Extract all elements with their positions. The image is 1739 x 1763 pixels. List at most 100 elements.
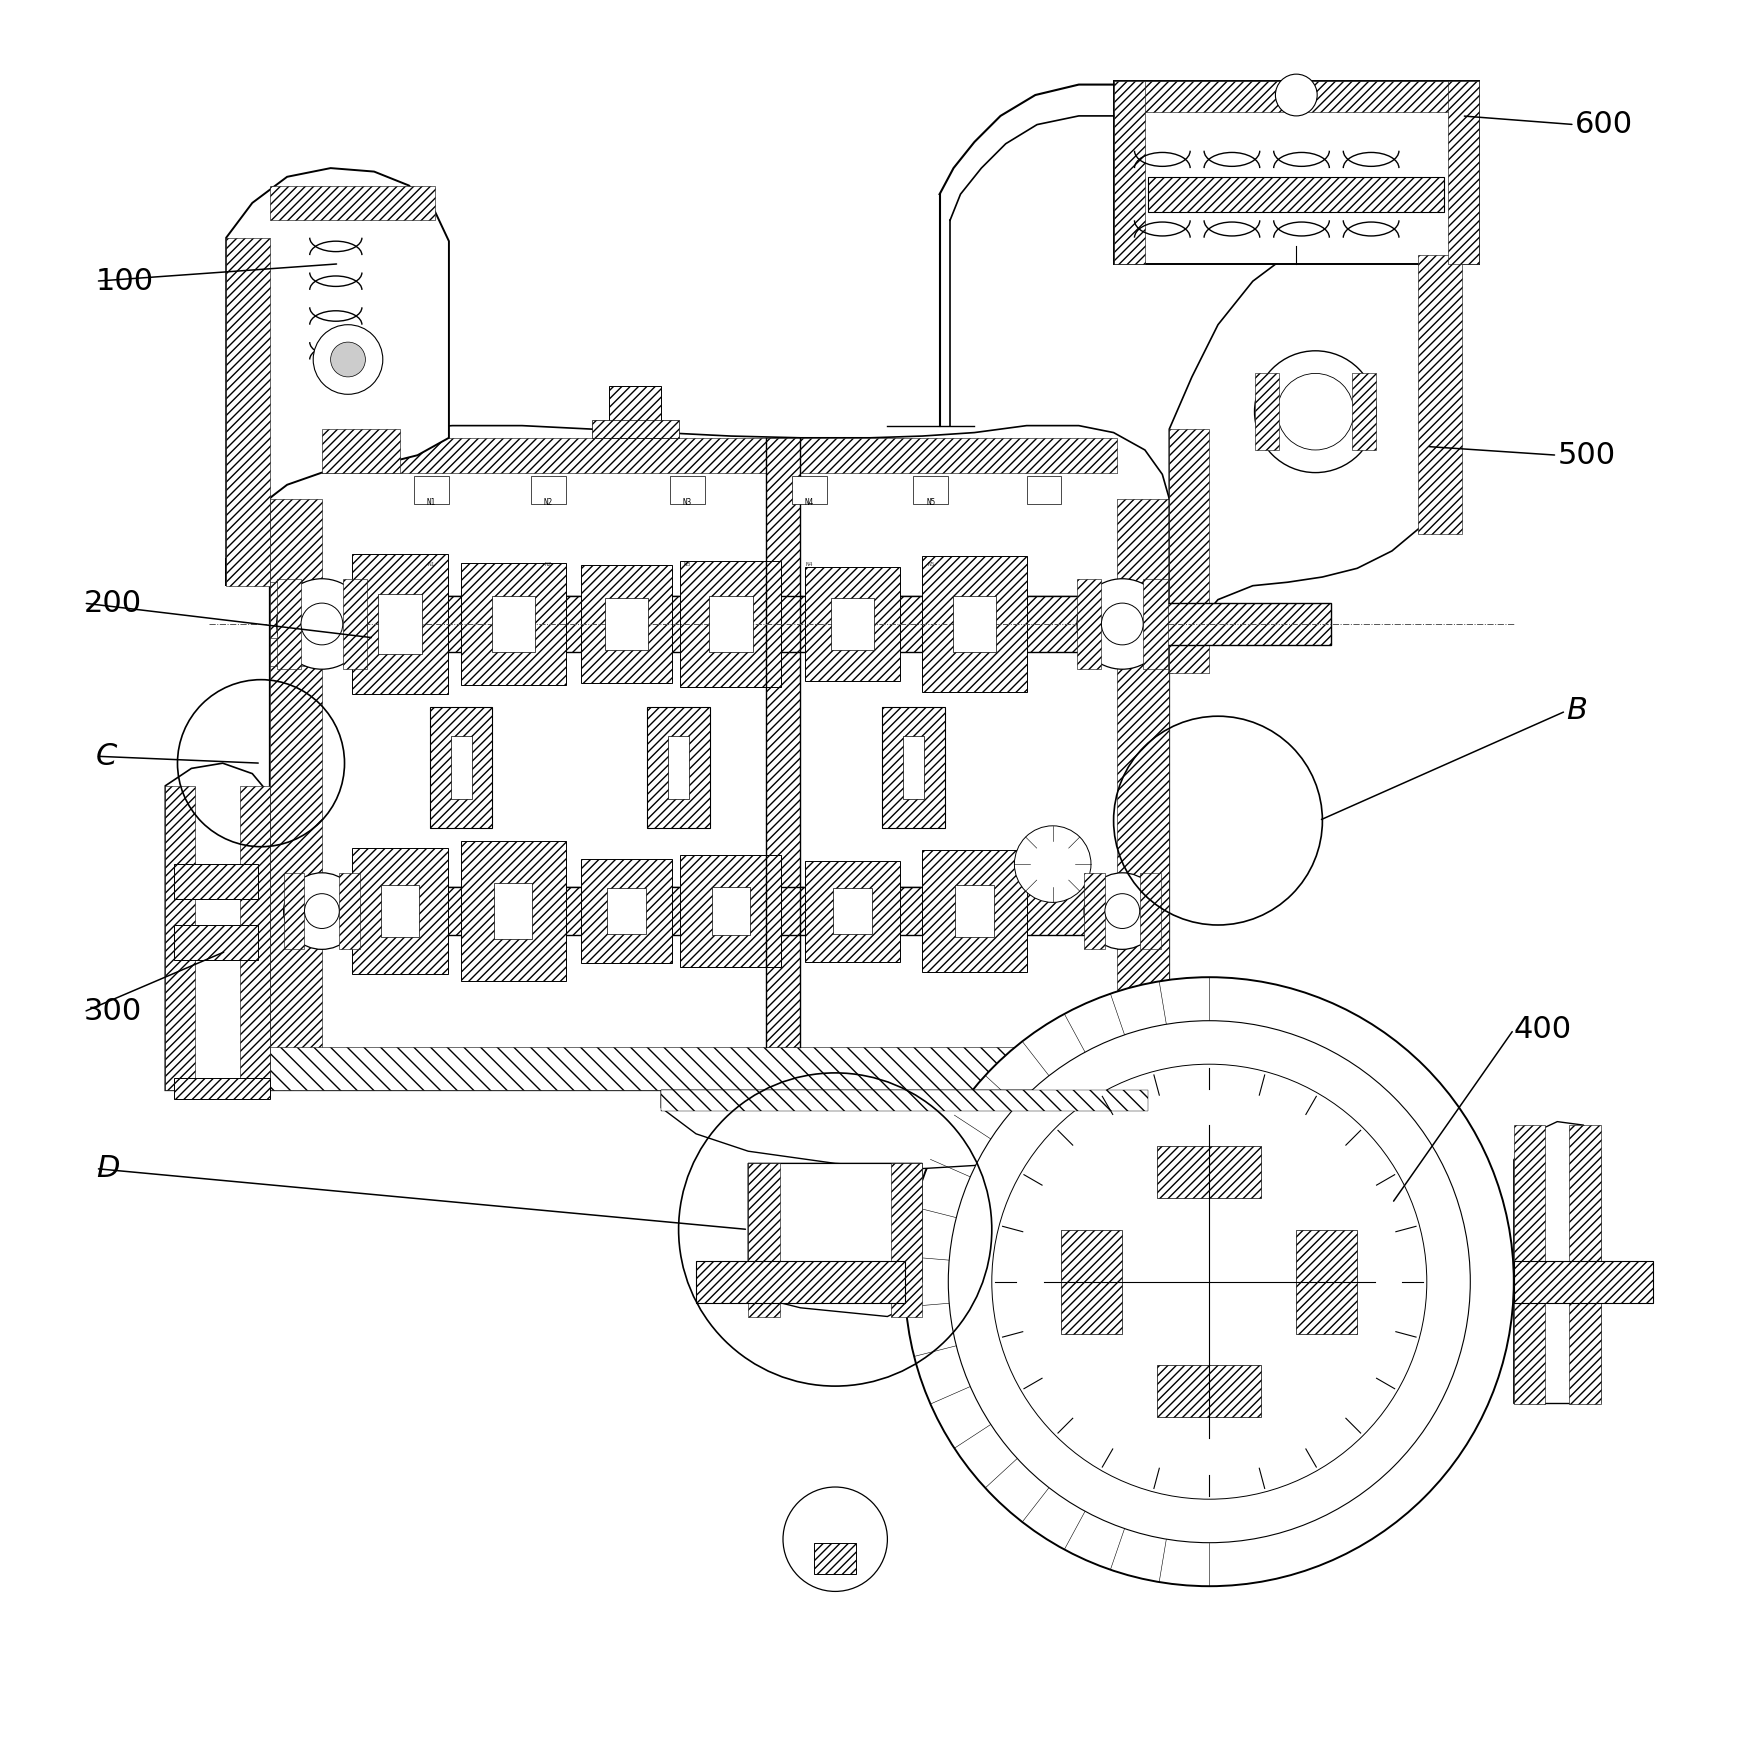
- Text: N2: N2: [543, 497, 553, 506]
- Circle shape: [277, 578, 367, 670]
- Text: 100: 100: [96, 266, 153, 296]
- Text: N4: N4: [805, 562, 812, 568]
- Bar: [581, 564, 671, 682]
- Polygon shape: [226, 167, 449, 585]
- Bar: [351, 848, 449, 973]
- Polygon shape: [339, 873, 360, 948]
- Circle shape: [1104, 894, 1139, 929]
- Bar: [882, 707, 944, 829]
- Bar: [174, 1079, 270, 1098]
- Polygon shape: [270, 582, 304, 665]
- Bar: [430, 707, 492, 829]
- Polygon shape: [343, 578, 367, 670]
- Text: N1: N1: [428, 562, 435, 568]
- Polygon shape: [1447, 81, 1478, 264]
- Polygon shape: [1156, 1146, 1261, 1199]
- Polygon shape: [748, 1164, 922, 1317]
- Polygon shape: [277, 578, 301, 670]
- Bar: [379, 594, 421, 654]
- Polygon shape: [322, 887, 1122, 936]
- Bar: [647, 707, 710, 829]
- Bar: [953, 596, 996, 652]
- Polygon shape: [661, 1090, 1148, 1111]
- Circle shape: [1254, 351, 1376, 472]
- Text: 300: 300: [83, 998, 141, 1026]
- Bar: [581, 859, 671, 963]
- Bar: [670, 476, 704, 504]
- Bar: [680, 561, 781, 686]
- Bar: [814, 1543, 856, 1574]
- Polygon shape: [890, 1164, 922, 1317]
- Polygon shape: [226, 238, 270, 585]
- Bar: [609, 386, 661, 437]
- Circle shape: [1101, 603, 1143, 645]
- Polygon shape: [1061, 1229, 1122, 1335]
- Polygon shape: [748, 1164, 779, 1317]
- Circle shape: [783, 1486, 887, 1592]
- Polygon shape: [1569, 1125, 1600, 1403]
- Polygon shape: [661, 1090, 1148, 1169]
- Circle shape: [283, 873, 360, 948]
- Text: N3: N3: [683, 562, 690, 568]
- Bar: [607, 889, 645, 934]
- Polygon shape: [1169, 238, 1461, 673]
- Polygon shape: [270, 425, 1169, 1090]
- Circle shape: [330, 342, 365, 377]
- Bar: [791, 476, 826, 504]
- Text: N4: N4: [803, 497, 814, 506]
- Polygon shape: [1254, 374, 1278, 450]
- Text: N1: N1: [426, 497, 436, 506]
- Bar: [1148, 176, 1443, 212]
- Bar: [494, 883, 532, 940]
- Polygon shape: [270, 185, 435, 220]
- Polygon shape: [1169, 428, 1209, 673]
- Bar: [922, 555, 1026, 691]
- Polygon shape: [765, 437, 800, 1047]
- Polygon shape: [1116, 499, 1169, 1090]
- Text: N5: N5: [925, 497, 936, 506]
- Polygon shape: [165, 786, 195, 1090]
- Circle shape: [1276, 374, 1353, 450]
- Bar: [1113, 81, 1478, 264]
- Bar: [591, 420, 678, 437]
- Polygon shape: [1296, 1229, 1356, 1335]
- Bar: [461, 562, 565, 684]
- Bar: [530, 476, 565, 504]
- Polygon shape: [1513, 1121, 1600, 1403]
- Bar: [1122, 603, 1330, 645]
- Bar: [668, 737, 689, 799]
- Circle shape: [313, 324, 383, 395]
- Polygon shape: [1113, 81, 1144, 264]
- Text: B: B: [1565, 696, 1586, 726]
- Bar: [955, 885, 993, 938]
- Bar: [351, 554, 449, 693]
- Polygon shape: [322, 428, 400, 472]
- Circle shape: [301, 603, 343, 645]
- Circle shape: [1275, 74, 1316, 116]
- Polygon shape: [283, 873, 304, 948]
- Text: N5: N5: [927, 562, 934, 568]
- Bar: [803, 860, 901, 961]
- Polygon shape: [1351, 374, 1376, 450]
- Bar: [1513, 1261, 1652, 1303]
- Bar: [322, 887, 1122, 936]
- Polygon shape: [270, 638, 322, 666]
- Polygon shape: [270, 499, 322, 1090]
- Polygon shape: [1122, 582, 1156, 665]
- Text: N3: N3: [682, 497, 692, 506]
- Circle shape: [304, 894, 339, 929]
- Polygon shape: [322, 596, 1122, 652]
- Polygon shape: [1156, 1365, 1261, 1417]
- Text: D: D: [96, 1155, 120, 1183]
- Polygon shape: [165, 763, 270, 1090]
- Bar: [831, 598, 873, 651]
- Bar: [680, 855, 781, 966]
- Circle shape: [1076, 578, 1167, 670]
- Polygon shape: [1083, 873, 1104, 948]
- Circle shape: [904, 977, 1513, 1587]
- Bar: [903, 737, 923, 799]
- Bar: [605, 598, 647, 651]
- Polygon shape: [270, 1047, 1169, 1090]
- Bar: [922, 850, 1026, 971]
- Polygon shape: [1076, 578, 1101, 670]
